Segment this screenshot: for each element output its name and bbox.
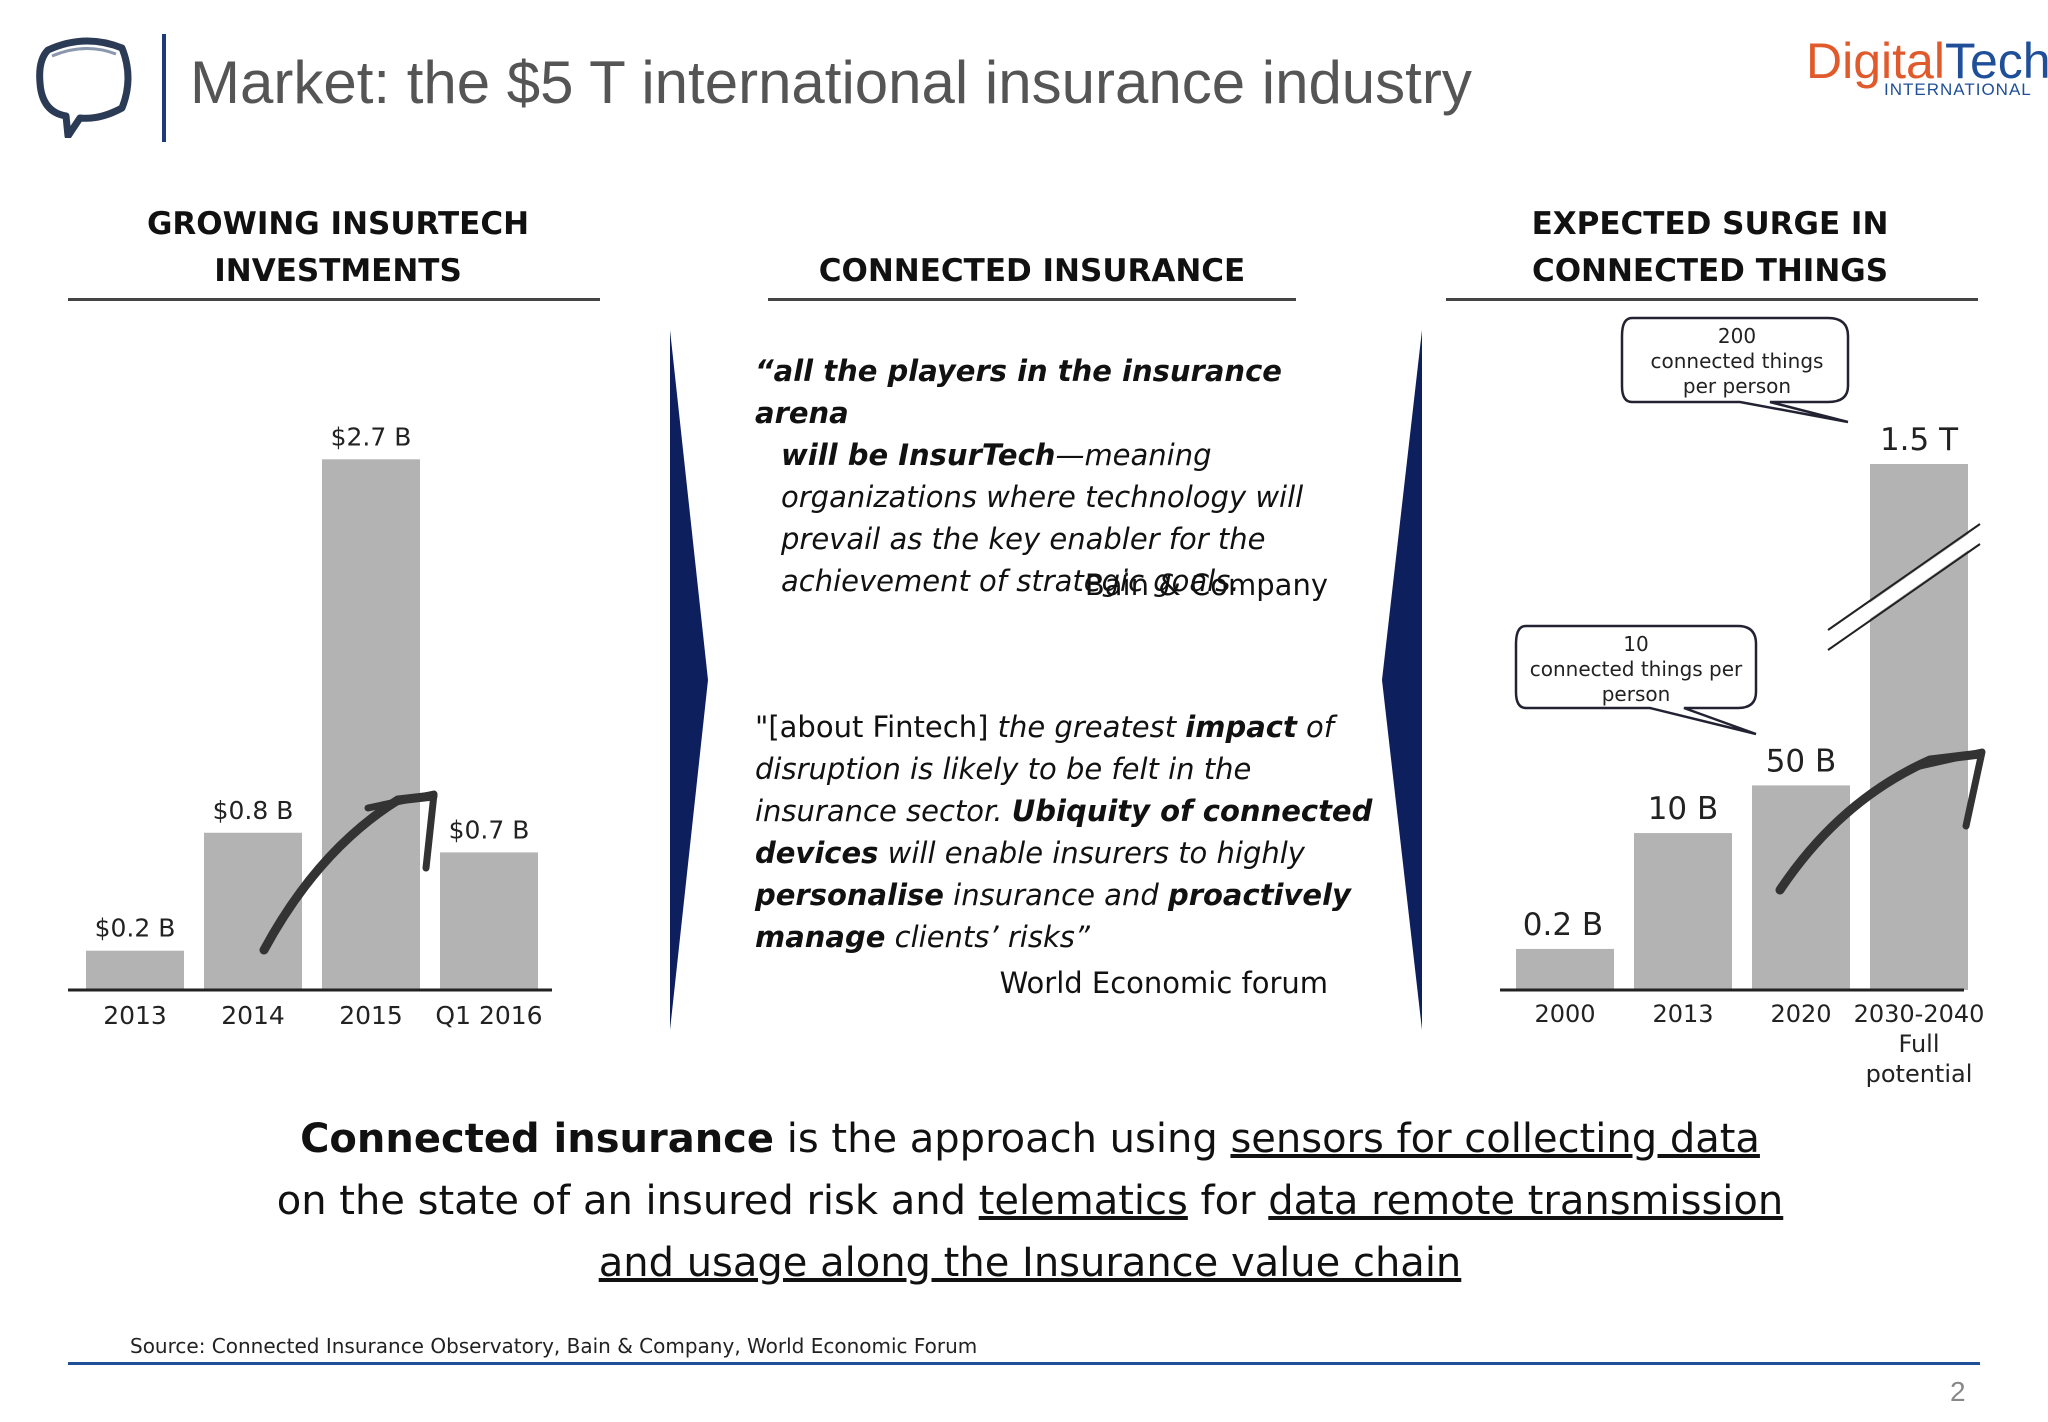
x-tick-label: Q1 2016: [435, 1001, 542, 1030]
right-heading-rule: [1446, 298, 1978, 301]
quote-wef-line5: personalise insurance and proactively: [755, 878, 1351, 912]
callout-10-text: 10 connected things per person: [1518, 632, 1754, 707]
trend-arrowhead-icon: [1916, 748, 1986, 830]
quote-wef-attribution: World Economic forum: [999, 966, 1328, 1000]
quote-wef-line6: manage clients’ risks”: [755, 920, 1090, 954]
right-heading-line1: EXPECTED SURGE IN: [1531, 206, 1889, 242]
callout-200-line1: 200: [1717, 324, 1757, 348]
axis-break-line: [1827, 543, 1981, 651]
bar-value-label: 10 B: [1648, 791, 1719, 827]
bar-2013: [1634, 833, 1732, 990]
chevron-left-divider: [1382, 330, 1422, 1030]
footer-rule: [68, 1362, 1980, 1365]
callout-10-line2: connected things per: [1529, 657, 1743, 681]
page-title: Market: the $5 T international insurance…: [190, 49, 1472, 116]
bar-value-label: 1.5 T: [1880, 422, 1959, 458]
bar-value-label: $0.2 B: [95, 914, 176, 943]
quote-wef-line4: devices will enable insurers to highly: [755, 836, 1305, 870]
left-panel-heading: GROWING INSURTECH INVESTMENTS: [68, 201, 608, 295]
callout-200-bubble: [1620, 316, 1850, 424]
x-tick-label: Full: [1898, 1030, 1939, 1058]
middle-heading-rule: [768, 298, 1296, 301]
axis-break-gap: [1828, 526, 1980, 648]
chevron-right-divider: [670, 330, 708, 1030]
title-divider: [162, 34, 166, 142]
definition-line1: Connected insurance is the approach usin…: [300, 1116, 1760, 1162]
brand-word-1: Digital: [1806, 33, 1945, 89]
left-heading-rule: [68, 298, 600, 301]
callout-200-text: 200 connected things per person: [1624, 324, 1850, 399]
bar-value-label: 0.2 B: [1523, 907, 1603, 943]
callout-10-line3: person: [1601, 682, 1671, 706]
bar-2013: [86, 950, 184, 990]
bar-2020: [1752, 785, 1850, 990]
definition-line2: on the state of an insured risk and tele…: [276, 1178, 1784, 1224]
connected-things-chart: 0.2 B 2000 10 B 2013 50 B 2020 1.5 T 2030-2040F…: [1500, 422, 1986, 1088]
quote-wef: "[about Fintech] the greatest impact of …: [755, 706, 1375, 958]
x-tick-label: potential: [1866, 1060, 1973, 1088]
x-tick-label: 2014: [221, 1001, 285, 1030]
right-heading-line2: CONNECTED THINGS: [1531, 253, 1889, 289]
brand-logo: DigitalTech: [1806, 32, 2048, 90]
quote-bain-line4: prevail as the key enabler for the: [781, 522, 1266, 556]
bar-value-label: $0.7 B: [449, 815, 530, 844]
middle-panel-heading: CONNECTED INSURANCE: [818, 253, 1246, 289]
quote-bain-line3: organizations where technology will: [781, 480, 1304, 514]
page-number: 2: [1950, 1376, 1966, 1407]
quote-bain-line2: will be InsurTech—meaning: [781, 438, 1212, 472]
callout-200-line2: connected things: [1650, 349, 1824, 373]
quote-bain-line5: achievement of strategic goals.: [781, 564, 1240, 598]
bar-value-label: $0.8 B: [213, 796, 294, 825]
x-tick-label: 2013: [103, 1001, 167, 1030]
trend-arrowhead-icon: [364, 790, 438, 872]
quote-wef-line2: disruption is likely to be felt in the: [755, 752, 1252, 786]
x-tick-label: 2015: [339, 1001, 403, 1030]
bar-value-label: $2.7 B: [331, 422, 412, 451]
axis-break-line: [1827, 523, 1981, 631]
callout-10-line1: 10: [1623, 632, 1649, 656]
quote-bain: “all the players in the insurance arena …: [755, 350, 1355, 602]
bar-q1-2016: [440, 852, 538, 990]
definition-line3: and usage along the Insurance value chai…: [598, 1240, 1462, 1286]
left-heading-line2: INVESTMENTS: [214, 253, 462, 289]
bar-2000: [1516, 948, 1614, 990]
quote-bain-attribution: Bain & Company: [1084, 568, 1328, 602]
right-panel-heading: EXPECTED SURGE IN CONNECTED THINGS: [1440, 201, 1980, 295]
x-tick-label: 2030-2040: [1854, 1000, 1985, 1028]
quote-wef-line3: insurance sector. Ubiquity of connected: [755, 794, 1373, 828]
callout-200-line3: per person: [1682, 374, 1792, 398]
x-tick-label: 2000: [1534, 1000, 1595, 1028]
callout-10-bubble: [1514, 624, 1758, 736]
x-tick-label: 2013: [1652, 1000, 1713, 1028]
speech-bubble-logo-icon: [36, 37, 132, 138]
x-tick-label: 2020: [1770, 1000, 1831, 1028]
insurtech-investments-chart: $0.2 B 2013 $0.8 B 2014 $2.7 B 2015 $0.7 B Q1 2…: [68, 422, 552, 1030]
bar-2015: [322, 459, 420, 990]
bar-value-label: 50 B: [1766, 743, 1837, 779]
quote-wef-line1: "[about Fintech] the greatest impact of: [755, 710, 1335, 744]
brand-subtitle: INTERNATIONAL: [1884, 80, 2032, 99]
source-note: Source: Connected Insurance Observatory,…: [130, 1334, 978, 1358]
left-heading-line1: GROWING INSURTECH: [146, 206, 530, 242]
quote-bain-line1: “all the players in the insurance arena: [755, 354, 1282, 430]
connected-insurance-definition: Connected insurance is the approach usin…: [200, 1108, 1860, 1294]
brand-word-2: Tech: [1944, 33, 2048, 89]
